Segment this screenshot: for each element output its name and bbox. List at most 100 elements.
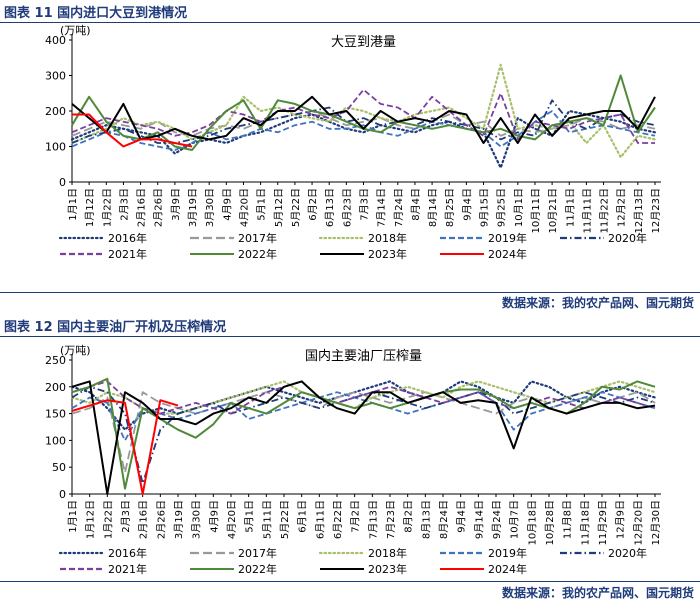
- y-tick-label: 400: [45, 34, 66, 47]
- y-tick-label: 100: [45, 434, 66, 447]
- legend-label: 2019年: [488, 231, 527, 245]
- y-tick-label: 200: [45, 105, 66, 118]
- y-unit-label: (万吨): [60, 344, 91, 357]
- x-tick-label: 6月22日: [332, 500, 344, 539]
- y-tick-label: 150: [45, 408, 66, 421]
- section2-divider: [0, 581, 700, 582]
- legend-label: 2021年: [108, 247, 147, 261]
- x-tick-label: 4月20日: [226, 500, 238, 539]
- legend-label: 2023年: [368, 247, 407, 261]
- x-tick-label: 1月12日: [85, 500, 97, 539]
- x-tick-label: 11月29日: [597, 500, 609, 545]
- x-tick-label: 1月22日: [101, 188, 113, 227]
- x-tick-label: 12月9日: [615, 500, 627, 539]
- x-tick-label: 7月23日: [385, 500, 397, 539]
- x-tick-label: 6月1日: [297, 500, 309, 533]
- x-tick-label: 9月15日: [479, 188, 491, 227]
- x-tick-label: 9月25日: [496, 188, 508, 227]
- x-tick-label: 12月13日: [633, 188, 645, 233]
- series-line-2019年: [71, 391, 656, 442]
- legend-label: 2024年: [488, 562, 527, 576]
- y-tick-label: 200: [45, 381, 66, 394]
- legend-label: 2019年: [488, 546, 527, 560]
- x-tick-label: 2月3日: [118, 188, 130, 221]
- x-tick-label: 10月1日: [513, 188, 525, 227]
- chart-title: 大豆到港量: [331, 35, 396, 50]
- series-line-2017年: [71, 110, 656, 137]
- x-tick-label: 9月4日: [456, 500, 468, 533]
- series-line-2024年: [71, 399, 179, 495]
- x-tick-label: 8月2日: [403, 500, 415, 533]
- x-tick-label: 1月1日: [67, 500, 79, 533]
- x-tick-label: 1月1日: [67, 188, 79, 221]
- section2-header-text: 图表 12 国内主要油厂开机及压榨情况: [4, 320, 227, 335]
- x-tick-label: 5月22日: [279, 500, 291, 539]
- x-tick-label: 2月16日: [136, 188, 148, 227]
- x-tick-label: 2月3日: [120, 500, 132, 533]
- x-tick-label: 11月8日: [562, 500, 574, 539]
- x-tick-label: 8月4日: [410, 188, 422, 221]
- x-tick-label: 11月22日: [599, 188, 611, 233]
- x-tick-label: 6月2日: [307, 188, 319, 221]
- legend-label: 2017年: [238, 546, 277, 560]
- x-tick-label: 8月25日: [444, 188, 456, 227]
- series-line-2023年: [71, 95, 656, 144]
- x-tick-label: 11月11日: [581, 188, 593, 233]
- series-line-2024年: [72, 113, 193, 148]
- legend-label: 2022年: [238, 562, 277, 576]
- x-tick-label: 6月23日: [341, 188, 353, 227]
- y-tick-label: 100: [45, 141, 66, 154]
- x-tick-label: 11月1日: [564, 188, 576, 227]
- section1-source: 数据来源：我的农产品网、国元期货: [501, 296, 694, 310]
- section2-header: 图表 12 国内主要油厂开机及压榨情况: [0, 314, 700, 337]
- x-tick-label: 3月30日: [204, 188, 216, 227]
- legend-label: 2022年: [238, 247, 277, 261]
- x-tick-label: 5月22日: [290, 188, 302, 227]
- x-tick-label: 10月18日: [526, 500, 538, 545]
- x-tick-label: 2月26日: [153, 188, 165, 227]
- x-tick-label: 5月1日: [256, 188, 268, 221]
- x-tick-label: 11月18日: [579, 500, 591, 545]
- x-tick-label: 7月3日: [359, 188, 371, 221]
- x-tick-label: 12月23日: [650, 188, 662, 233]
- x-tick-label: 2月16日: [138, 500, 150, 539]
- legend-label: 2023年: [368, 562, 407, 576]
- x-tick-label: 3月30日: [191, 500, 203, 539]
- y-unit-label: (万吨): [60, 24, 91, 37]
- y-tick-label: 0: [59, 176, 66, 189]
- x-tick-label: 2月26日: [155, 500, 167, 539]
- legend-label: 2017年: [238, 231, 277, 245]
- series-line-2023年: [71, 380, 656, 495]
- legend-label: 2020年: [608, 546, 647, 560]
- x-tick-label: 7月2日: [350, 500, 362, 533]
- chart-crush-volume: 0 50 100 150 200 250(万吨) 国内主要油厂压榨量 1月1日 1月12日 1月2…: [45, 344, 662, 576]
- y-tick-label: 300: [45, 70, 66, 83]
- x-tick-label: 6月11日: [314, 500, 326, 539]
- x-tick-label: 7月14日: [376, 188, 388, 227]
- x-tick-label: 4月20日: [238, 188, 250, 227]
- x-tick-label: 8月14日: [427, 188, 439, 227]
- x-tick-label: 4月9日: [221, 188, 233, 221]
- x-tick-label: 8月13日: [420, 500, 432, 539]
- series-line-2021年: [71, 380, 656, 415]
- series-line-2019年: [71, 110, 656, 151]
- legend-label: 2020年: [608, 231, 647, 245]
- legend-label: 2021年: [108, 562, 147, 576]
- chart-soybean-arrivals: 0 100 200 300 400(万吨) 大豆到港量 1月1日 1月12日 1月22日 2月3日…: [45, 24, 662, 261]
- section1-header-text: 图表 11 国内进口大豆到港情况: [4, 6, 188, 21]
- x-tick-label: 12月30日: [650, 500, 662, 545]
- legend-label: 2024年: [488, 247, 527, 261]
- chart-title: 国内主要油厂压榨量: [305, 348, 422, 364]
- x-tick-label: 9月4日: [461, 188, 473, 221]
- x-tick-label: 7月24日: [393, 188, 405, 227]
- x-tick-label: 5月11日: [261, 500, 273, 539]
- x-tick-label: 7月13日: [367, 500, 379, 539]
- legend-label: 2016年: [108, 546, 147, 560]
- x-tick-label: 10月28日: [544, 500, 556, 545]
- x-tick-label: 10月7日: [509, 500, 521, 539]
- x-tick-label: 5月1日: [244, 500, 256, 533]
- section1-divider: [0, 292, 700, 293]
- legend-label: 2016年: [108, 231, 147, 245]
- series-line-2021年: [71, 88, 655, 144]
- x-tick-label: 3月19日: [173, 500, 185, 539]
